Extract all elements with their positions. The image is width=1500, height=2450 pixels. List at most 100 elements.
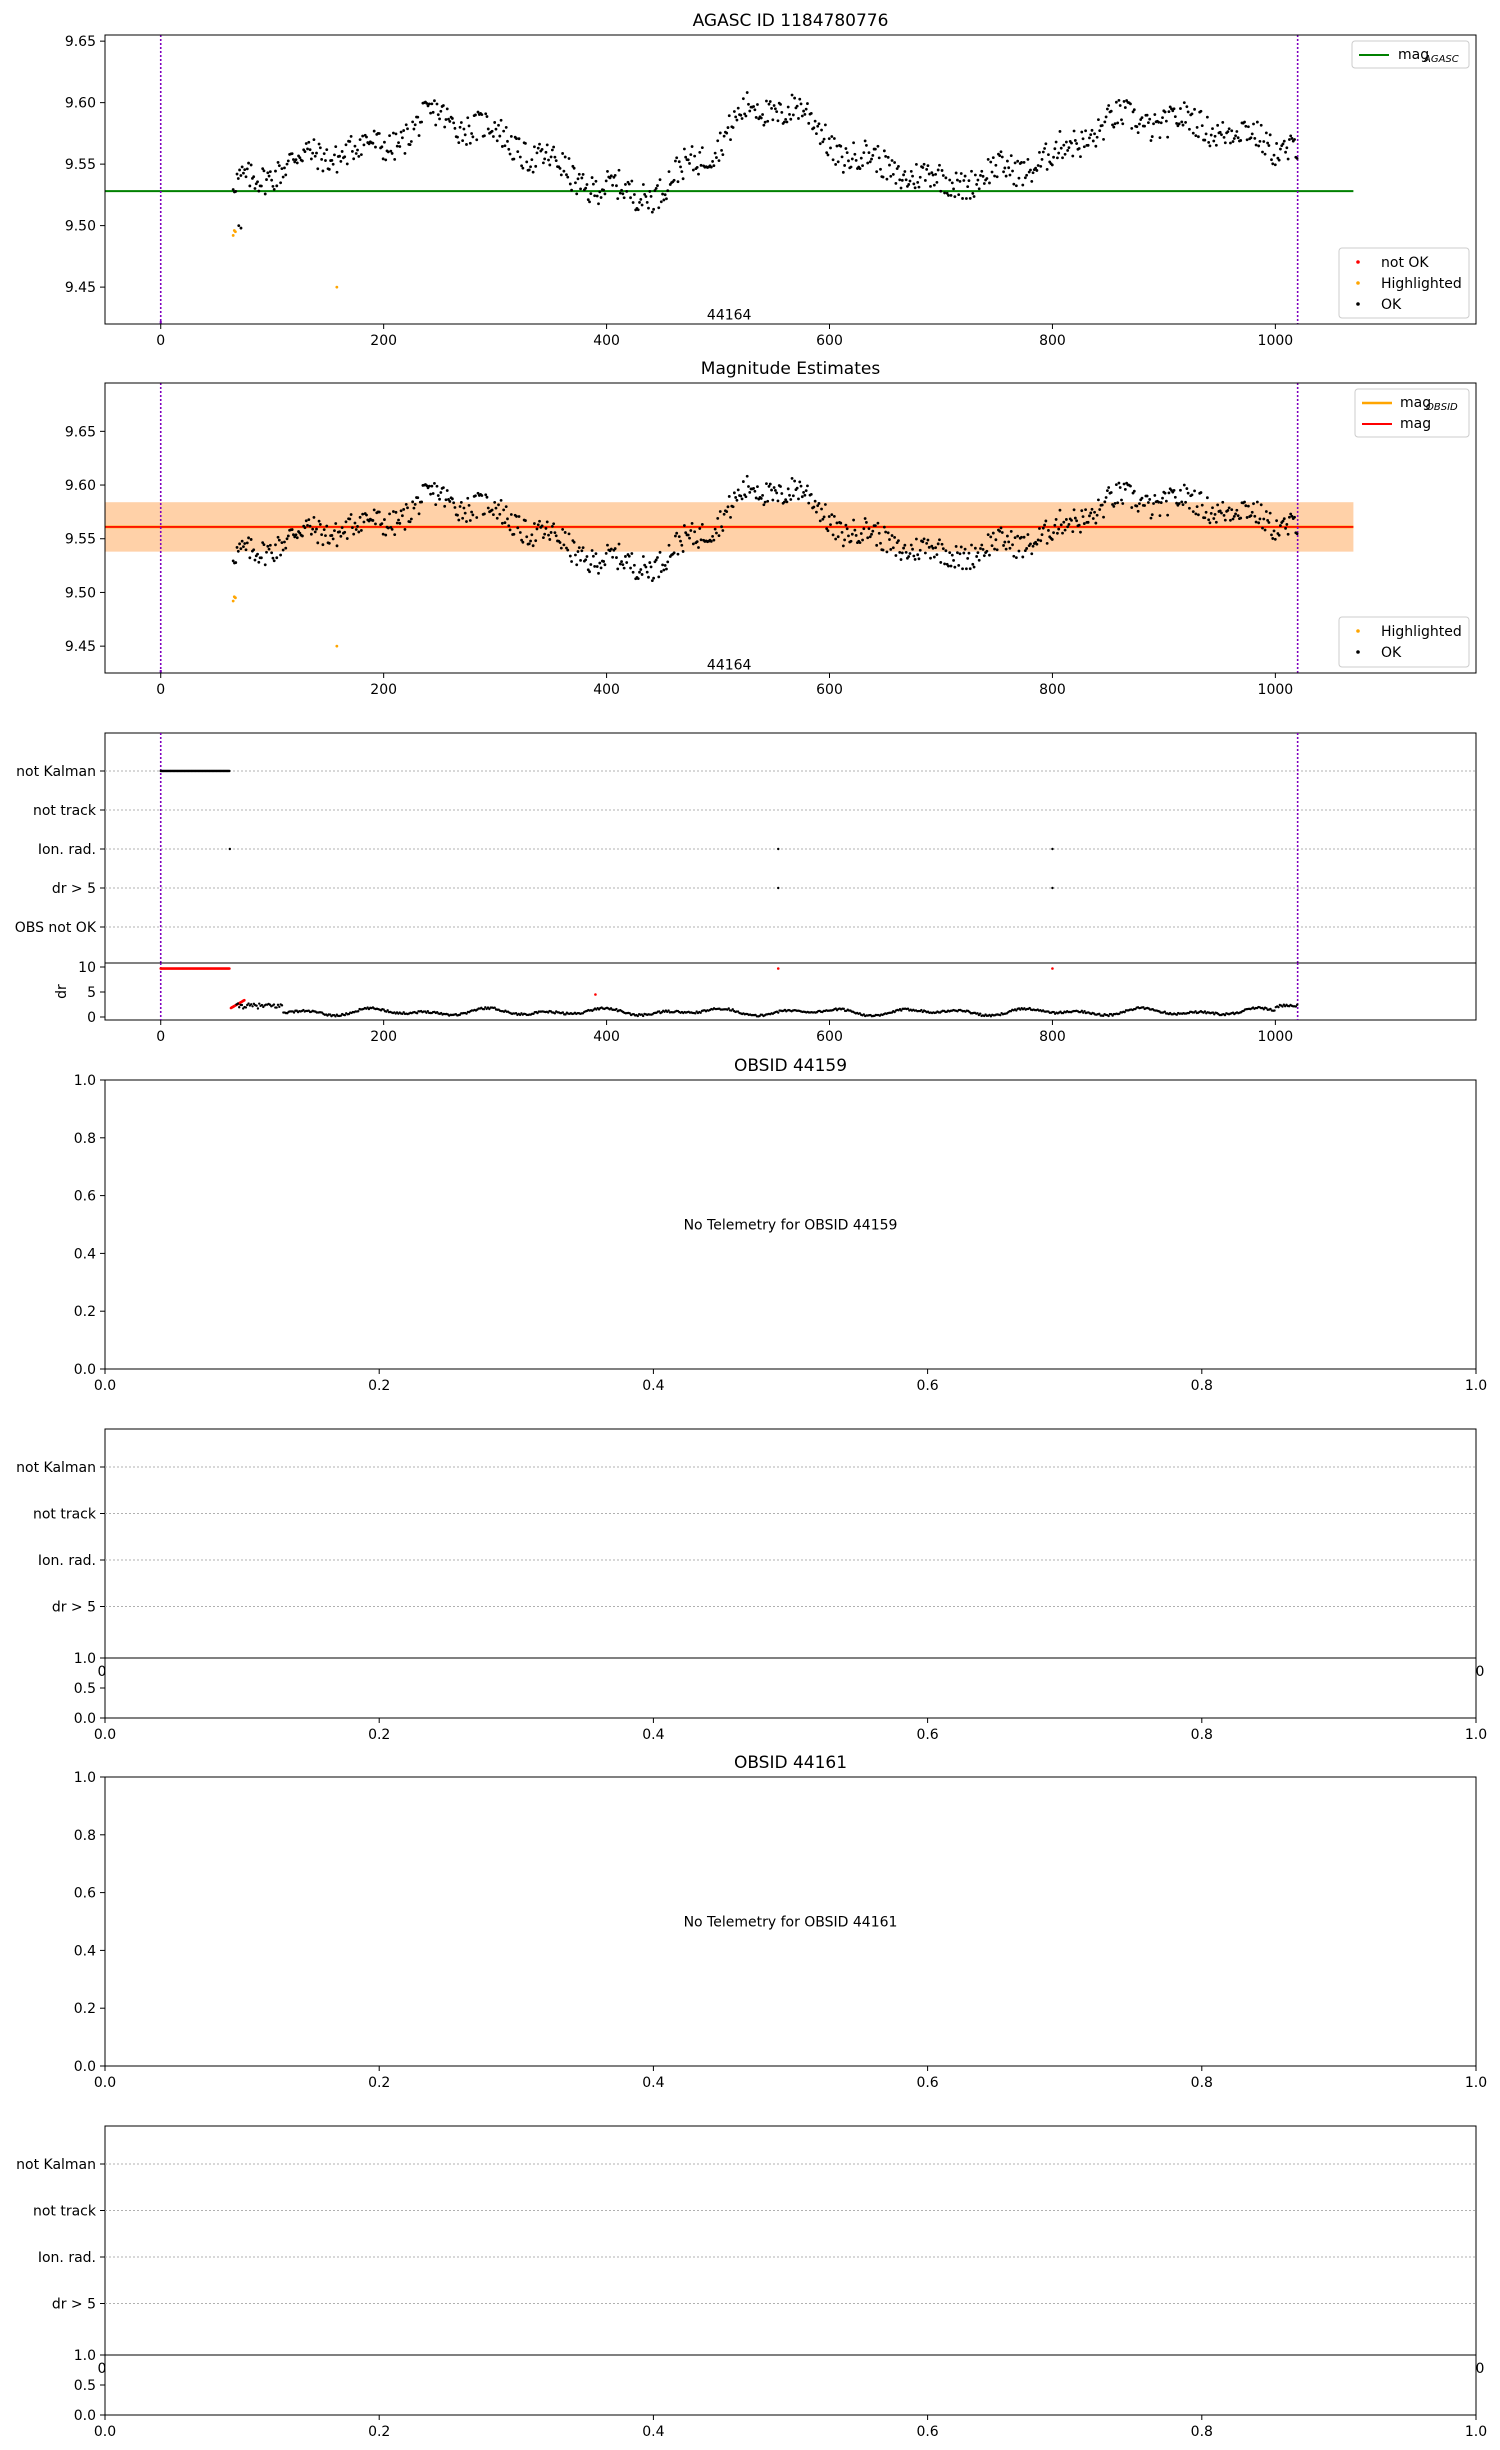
ok-point bbox=[309, 532, 313, 536]
ok-point bbox=[1100, 503, 1104, 507]
ok-point bbox=[457, 141, 461, 145]
ok-point bbox=[876, 144, 880, 148]
ok-point bbox=[771, 118, 775, 122]
dr-point bbox=[731, 1008, 734, 1011]
ok-point bbox=[935, 180, 939, 184]
ok-point bbox=[953, 195, 957, 199]
ok-point bbox=[695, 540, 699, 544]
ion-rad-point bbox=[777, 847, 780, 851]
ok-point bbox=[343, 530, 347, 534]
ok-point bbox=[923, 179, 927, 182]
ok-point bbox=[270, 178, 274, 182]
ok-point bbox=[631, 570, 635, 574]
ok-point bbox=[535, 527, 539, 531]
ok-point bbox=[516, 150, 520, 154]
ok-point bbox=[980, 169, 984, 173]
ok-point bbox=[609, 174, 613, 178]
ok-point bbox=[352, 157, 356, 161]
ok-point bbox=[301, 534, 304, 538]
ok-point bbox=[713, 151, 717, 155]
ok-point bbox=[712, 538, 716, 542]
no-telemetry-message: No Telemetry for OBSID 44161 bbox=[684, 1915, 898, 1931]
ok-point bbox=[400, 136, 404, 140]
ok-point bbox=[884, 530, 888, 534]
ok-point bbox=[949, 564, 953, 568]
empty-xtick-label: 0.4 bbox=[642, 1378, 664, 1394]
ok-point bbox=[499, 499, 503, 502]
ok-point bbox=[682, 147, 686, 151]
ok-point bbox=[938, 538, 941, 542]
ok-point bbox=[1009, 154, 1013, 158]
ok-point bbox=[947, 564, 950, 568]
ok-point bbox=[353, 144, 357, 148]
ok-point bbox=[1148, 498, 1152, 501]
ok-point bbox=[474, 113, 477, 117]
ok-point bbox=[870, 157, 873, 161]
agasc-ytick-label: 9.60 bbox=[65, 96, 96, 112]
ok-point bbox=[1093, 132, 1096, 136]
agasc-ytick-label: 9.45 bbox=[65, 280, 96, 296]
empty-ytick-label: 0.4 bbox=[74, 1246, 96, 1262]
ok-point bbox=[854, 158, 858, 162]
ok-point bbox=[736, 106, 740, 110]
ok-point bbox=[795, 104, 799, 108]
ok-point bbox=[1007, 540, 1011, 544]
ok-point bbox=[640, 203, 644, 207]
ok-point bbox=[988, 181, 991, 185]
ok-point bbox=[925, 168, 929, 171]
ok-point bbox=[549, 155, 553, 159]
empty-axes-frame bbox=[104, 1079, 1477, 1370]
dr-point bbox=[532, 1012, 535, 1016]
ok-point bbox=[1103, 120, 1107, 124]
ok-point bbox=[898, 551, 902, 554]
ok-point bbox=[1052, 531, 1055, 535]
ok-point bbox=[448, 500, 452, 503]
ok-point bbox=[716, 516, 720, 520]
legend-marker bbox=[1356, 260, 1360, 264]
ok-point bbox=[1044, 519, 1048, 523]
ok-point bbox=[1209, 511, 1213, 515]
ok-point bbox=[1181, 123, 1185, 127]
ok-point bbox=[675, 156, 679, 160]
ok-point bbox=[904, 550, 908, 554]
ok-point bbox=[1088, 514, 1091, 518]
ok-point bbox=[436, 113, 440, 117]
ok-point bbox=[579, 187, 582, 191]
dr-point bbox=[1269, 1007, 1272, 1011]
ok-point bbox=[548, 163, 552, 167]
ok-point bbox=[648, 561, 652, 564]
dr-ytick-label: 10 bbox=[78, 960, 96, 976]
ok-point bbox=[784, 117, 788, 121]
ok-point bbox=[399, 130, 403, 134]
ok-point bbox=[1152, 122, 1155, 126]
ok-point bbox=[729, 515, 732, 519]
ok-point bbox=[909, 543, 913, 547]
stub-axes-frame bbox=[104, 1657, 1477, 1719]
ok-point bbox=[1161, 116, 1164, 120]
ok-point bbox=[821, 517, 825, 521]
dr-point bbox=[1194, 1010, 1197, 1013]
ok-point bbox=[807, 121, 811, 125]
ok-point bbox=[656, 556, 659, 559]
dr-point bbox=[1052, 1010, 1055, 1014]
ok-point bbox=[389, 526, 393, 529]
ok-point bbox=[674, 534, 677, 538]
ok-point bbox=[1102, 515, 1105, 519]
ok-point bbox=[550, 524, 554, 528]
ok-point bbox=[761, 113, 764, 116]
ok-point bbox=[849, 165, 853, 169]
ok-point bbox=[365, 513, 368, 517]
ok-point bbox=[1073, 516, 1077, 520]
ok-point bbox=[865, 521, 868, 524]
ok-point bbox=[791, 113, 795, 117]
ok-point bbox=[354, 152, 358, 155]
ok-point bbox=[945, 191, 949, 195]
ok-point bbox=[1041, 150, 1045, 154]
ok-point bbox=[307, 518, 311, 522]
mag-xtick-label: 200 bbox=[370, 682, 397, 698]
ok-point bbox=[453, 506, 457, 509]
ok-point bbox=[358, 138, 362, 142]
ok-point bbox=[339, 534, 343, 538]
ok-point bbox=[654, 558, 658, 562]
ok-point bbox=[590, 549, 594, 552]
